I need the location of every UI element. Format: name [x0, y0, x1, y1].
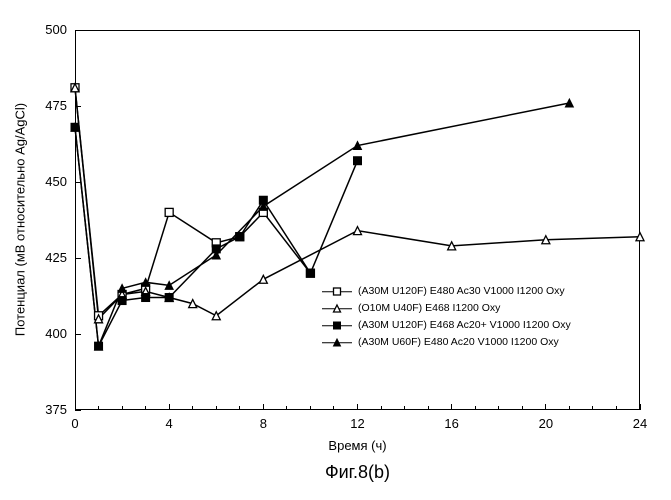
- y-tick-label: 475: [33, 98, 67, 113]
- x-tick: [640, 404, 641, 410]
- y-tick-label: 425: [33, 250, 67, 265]
- x-minor-tick: [310, 406, 311, 410]
- legend: (A30M U120F) E480 Ac30 V1000 I1200 Oxy (…: [322, 283, 571, 351]
- x-tick-label: 0: [60, 416, 90, 431]
- x-minor-tick: [286, 406, 287, 410]
- x-tick: [169, 404, 170, 410]
- legend-swatch: [322, 317, 352, 334]
- legend-item: (A30M U120F) E480 Ac30 V1000 I1200 Oxy: [322, 283, 571, 300]
- x-minor-tick: [498, 406, 499, 410]
- legend-item: (O10M U40F) E468 I1200 Oxy: [322, 300, 571, 317]
- x-tick: [451, 404, 452, 410]
- legend-swatch: [322, 300, 352, 317]
- x-tick-label: 8: [248, 416, 278, 431]
- legend-item: (A30M U60F) E480 Ac20 V1000 I1200 Oxy: [322, 334, 571, 351]
- x-minor-tick: [122, 406, 123, 410]
- x-tick-label: 4: [154, 416, 184, 431]
- x-minor-tick: [428, 406, 429, 410]
- x-tick: [75, 404, 76, 410]
- x-minor-tick: [98, 406, 99, 410]
- x-minor-tick: [475, 406, 476, 410]
- x-minor-tick: [192, 406, 193, 410]
- y-tick-label: 450: [33, 174, 67, 189]
- x-minor-tick: [569, 406, 570, 410]
- legend-label: (A30M U120F) E480 Ac30 V1000 I1200 Oxy: [358, 283, 565, 300]
- y-tick: [75, 334, 81, 335]
- x-tick-label: 20: [531, 416, 561, 431]
- x-tick-label: 12: [343, 416, 373, 431]
- legend-item: (A30M U120F) E468 Ac20+ V1000 I1200 Oxy: [322, 317, 571, 334]
- x-tick-label: 24: [625, 416, 655, 431]
- x-tick: [545, 404, 546, 410]
- x-minor-tick: [145, 406, 146, 410]
- x-minor-tick: [333, 406, 334, 410]
- x-tick: [263, 404, 264, 410]
- legend-swatch: [322, 334, 352, 351]
- x-tick-label: 16: [437, 416, 467, 431]
- legend-label: (O10M U40F) E468 I1200 Oxy: [358, 300, 500, 317]
- legend-label: (A30M U120F) E468 Ac20+ V1000 I1200 Oxy: [358, 317, 571, 334]
- chart-lines: [0, 0, 671, 500]
- x-minor-tick: [381, 406, 382, 410]
- x-tick: [357, 404, 358, 410]
- y-tick: [75, 410, 81, 411]
- x-minor-tick: [216, 406, 217, 410]
- legend-swatch: [322, 283, 352, 300]
- x-minor-tick: [616, 406, 617, 410]
- y-axis-label: Потенциал (мВ относительно Ag/AgCl): [13, 80, 28, 360]
- x-axis-label: Время (ч): [308, 438, 408, 453]
- y-tick: [75, 258, 81, 259]
- y-tick-label: 500: [33, 22, 67, 37]
- x-minor-tick: [522, 406, 523, 410]
- chart-container: Потенциал (мВ относительно Ag/AgCl) Врем…: [0, 0, 671, 500]
- y-tick-label: 400: [33, 326, 67, 341]
- x-minor-tick: [239, 406, 240, 410]
- figure-caption: Фиг.8(b): [308, 462, 408, 483]
- y-tick-label: 375: [33, 402, 67, 417]
- y-tick: [75, 30, 81, 31]
- y-tick: [75, 106, 81, 107]
- legend-label: (A30M U60F) E480 Ac20 V1000 I1200 Oxy: [358, 334, 559, 351]
- x-minor-tick: [592, 406, 593, 410]
- y-tick: [75, 182, 81, 183]
- series-line: [75, 88, 310, 316]
- x-minor-tick: [404, 406, 405, 410]
